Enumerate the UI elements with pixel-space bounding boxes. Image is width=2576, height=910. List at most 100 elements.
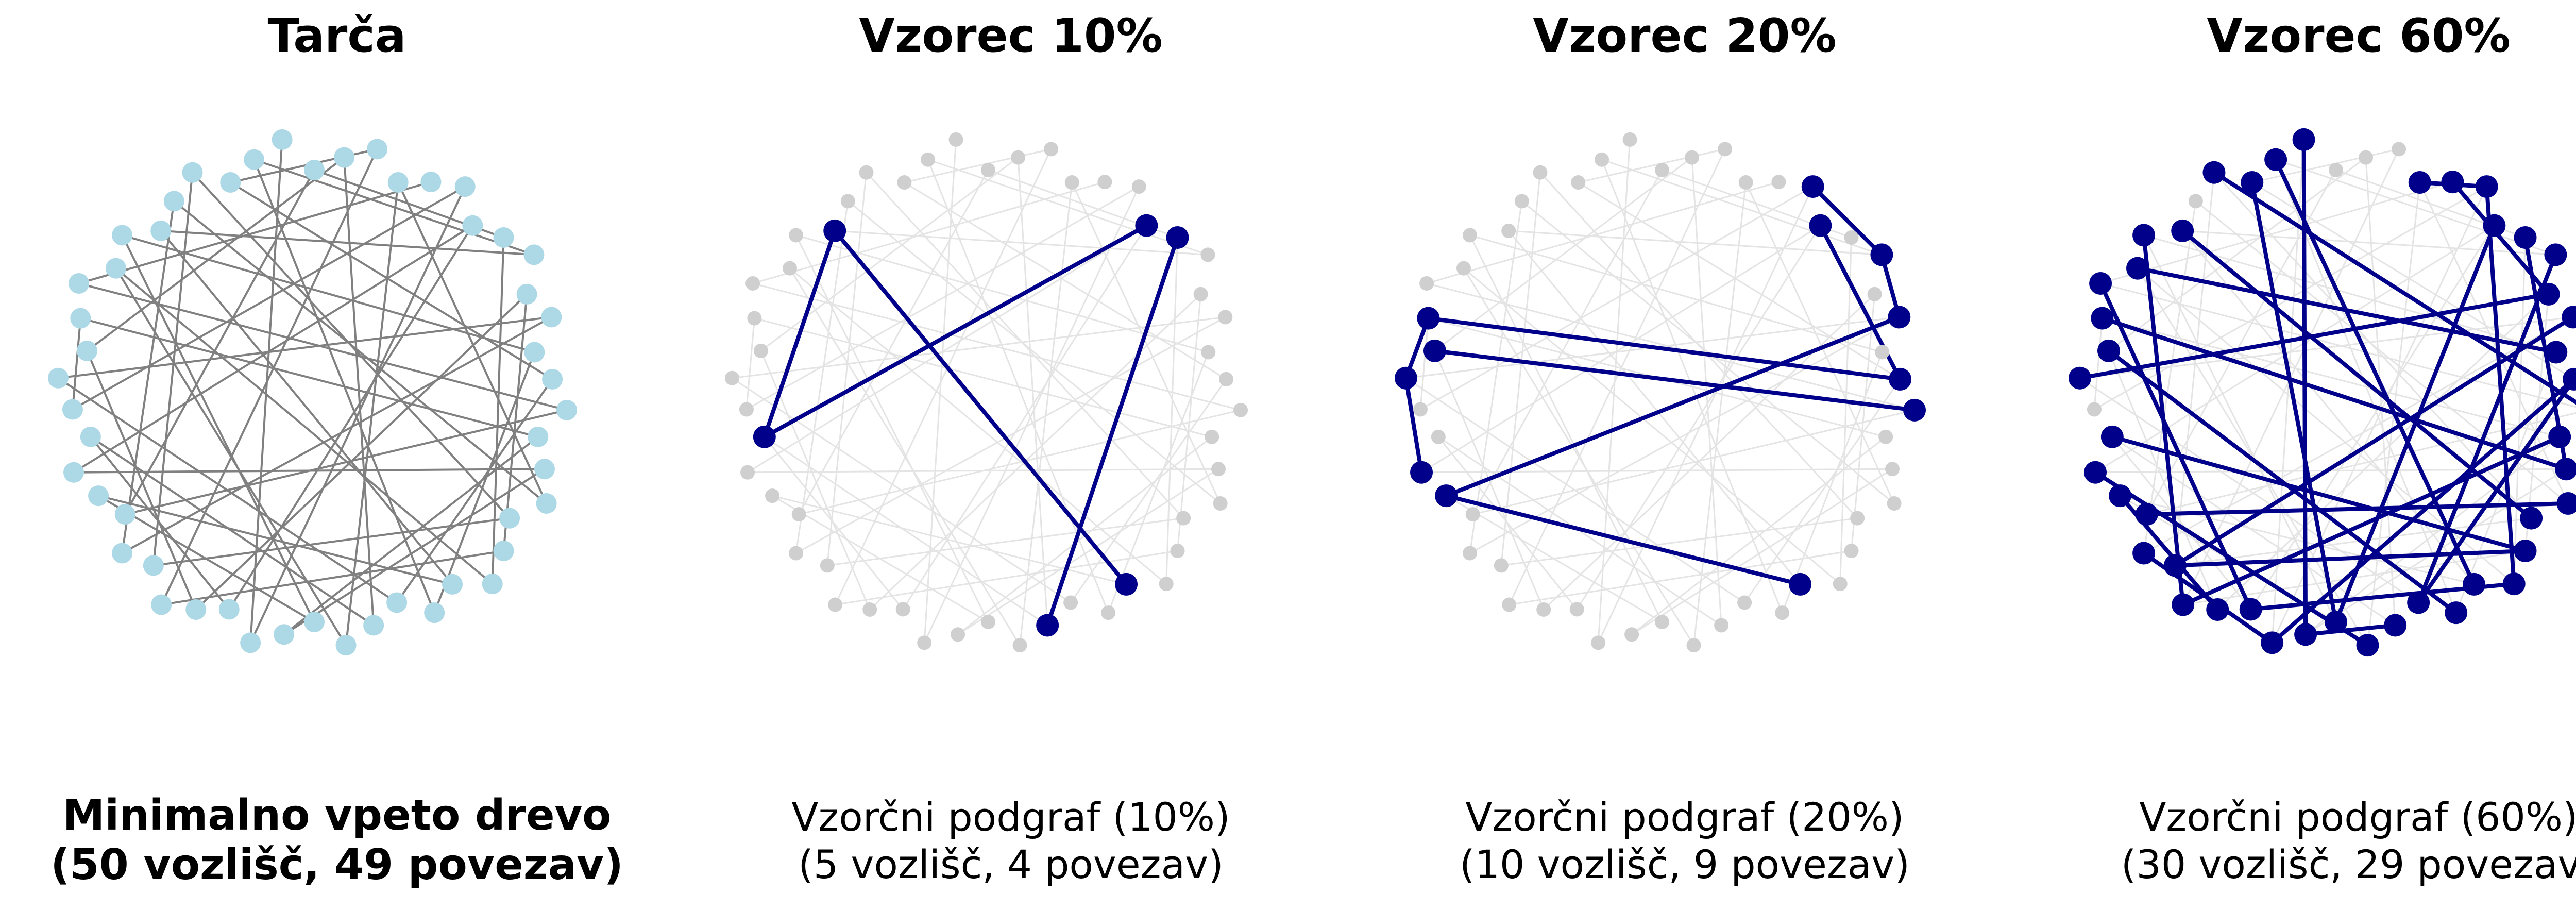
graph-edge xyxy=(345,181,399,647)
background-node xyxy=(948,132,963,147)
background-node xyxy=(859,165,874,180)
graph-edge xyxy=(89,435,230,611)
background-edge xyxy=(745,317,755,411)
graph-node xyxy=(454,176,476,197)
graph-node xyxy=(420,172,442,193)
sampled-node xyxy=(823,219,846,242)
background-node xyxy=(1233,402,1248,417)
background-edge xyxy=(1851,293,1876,552)
background-node xyxy=(1624,627,1639,642)
graph-edge xyxy=(253,158,436,614)
background-edge xyxy=(1507,230,1883,256)
graph-edges xyxy=(57,138,568,647)
background-node xyxy=(1170,544,1185,559)
background-edge xyxy=(927,159,1109,614)
panel-title: Tarča xyxy=(267,9,406,63)
sampled-edge xyxy=(2250,180,2338,624)
graph-node xyxy=(482,574,503,595)
background-edge xyxy=(764,436,904,610)
background-edge xyxy=(2146,412,2576,515)
background-node xyxy=(1655,163,1669,177)
background-edge xyxy=(1576,225,1821,610)
background-edge xyxy=(1631,468,1893,635)
graph-edge xyxy=(57,377,398,604)
background-edge xyxy=(1507,230,1801,585)
background-edge xyxy=(1445,495,1663,623)
background-edge xyxy=(795,200,849,554)
graph-node xyxy=(542,368,563,390)
sampled-node xyxy=(1166,226,1189,249)
background-node xyxy=(1655,615,1669,629)
graph-node xyxy=(143,555,164,576)
background-edge xyxy=(747,468,1219,474)
background-edge xyxy=(2111,436,2252,610)
sampled-node xyxy=(1889,367,1912,391)
background-edge xyxy=(789,267,1167,585)
graph-node xyxy=(274,624,295,645)
background-node xyxy=(1012,638,1027,653)
background-edge xyxy=(957,468,1219,635)
graph-edge xyxy=(160,148,379,606)
graph-node xyxy=(244,149,265,170)
background-node xyxy=(1201,345,1216,360)
background-node xyxy=(1771,175,1786,190)
sampled-node xyxy=(2089,272,2112,295)
graph-node xyxy=(105,258,126,279)
background-edge xyxy=(2101,317,2561,438)
graph-edge xyxy=(124,169,315,516)
sampled-edge xyxy=(2212,170,2576,405)
panel-sample-10: Vzorec 10% Vzorčni podgraf (10%) (5 vozl… xyxy=(674,0,1348,910)
background-edge xyxy=(1437,436,1578,610)
background-edge xyxy=(1839,237,1853,585)
background-node xyxy=(1737,595,1752,610)
panel-target: Tarča Minimalno vpeto drevo (50 vozlišč,… xyxy=(0,0,674,910)
background-node xyxy=(1159,577,1174,592)
graph-node xyxy=(493,541,514,562)
background-node xyxy=(739,402,754,417)
graph-sample-10 xyxy=(724,132,1248,653)
sampled-node xyxy=(2407,591,2430,614)
panel-title: Vzorec 60% xyxy=(2207,9,2511,63)
panel-caption: Vzorčni podgraf (20%) (10 vozlišč, 9 pov… xyxy=(1348,794,2022,888)
background-node xyxy=(724,370,739,385)
background-node xyxy=(1205,429,1219,444)
background-node xyxy=(1536,602,1551,617)
background-node xyxy=(1494,558,1509,573)
graph-node xyxy=(556,399,578,420)
background-node xyxy=(1714,618,1729,633)
graph-node xyxy=(47,367,69,389)
background-node xyxy=(1011,150,1026,165)
background-node xyxy=(1885,462,1900,477)
graph-node xyxy=(367,139,388,160)
background-edge xyxy=(2513,237,2527,585)
background-node xyxy=(2329,163,2343,177)
background-edge xyxy=(1405,377,1745,603)
background-edge xyxy=(798,169,989,515)
sampled-edge xyxy=(2301,137,2308,637)
background-node xyxy=(1413,402,1428,417)
graph-edge xyxy=(160,229,535,256)
background-node xyxy=(789,228,804,243)
caption-line-2: (50 vozlišč, 49 povezav) xyxy=(50,840,623,889)
background-edge xyxy=(795,316,1226,554)
sampled-edge xyxy=(2098,281,2253,612)
background-edge xyxy=(1693,181,1747,646)
sampled-edge xyxy=(2270,377,2576,645)
graph-edge xyxy=(160,229,454,585)
graph-edge xyxy=(173,200,548,505)
graph-nodes xyxy=(47,129,578,656)
graph-node xyxy=(112,543,133,564)
graph-edges xyxy=(1403,139,1917,646)
sampled-edge xyxy=(2180,228,2534,520)
background-edge xyxy=(826,172,867,566)
graph-edges xyxy=(731,139,1242,646)
sampled-edge xyxy=(2144,501,2570,517)
graph-node xyxy=(151,594,172,615)
graph-node xyxy=(70,308,91,329)
sampled-node xyxy=(1435,484,1458,508)
background-node xyxy=(1211,462,1226,477)
sampled-node xyxy=(2441,171,2464,194)
graph-node xyxy=(114,504,135,525)
sampled-node xyxy=(2084,461,2107,484)
background-node xyxy=(1875,345,1890,360)
